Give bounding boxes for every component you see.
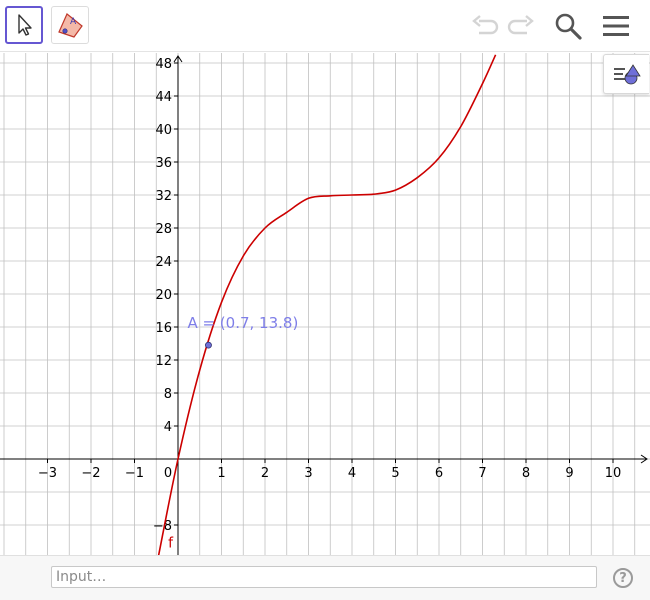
x-tick-label: 5 <box>391 466 399 481</box>
svg-text:A: A <box>70 17 77 27</box>
x-tick-label: −3 <box>38 466 57 481</box>
x-tick-label: 0 <box>164 466 172 481</box>
search-button[interactable] <box>552 10 584 42</box>
y-tick-label: 48 <box>155 57 172 72</box>
x-tick-label: −2 <box>81 466 100 481</box>
function-graph[interactable]: f <box>157 54 497 555</box>
algebra-input-field[interactable] <box>51 566 597 588</box>
polygon-tool-icon: A <box>58 13 83 38</box>
y-tick-label: 44 <box>155 90 172 105</box>
redo-icon <box>507 15 534 35</box>
y-tick-label: 16 <box>155 321 172 336</box>
cursor-arrow-icon <box>18 14 32 36</box>
y-tick-label: −8 <box>153 519 172 534</box>
y-tick-label: 28 <box>155 222 172 237</box>
hamburger-menu-icon <box>603 16 629 36</box>
x-tick-label: 6 <box>435 466 443 481</box>
x-tick-label: 10 <box>605 466 622 481</box>
y-tick-label: 12 <box>155 354 172 369</box>
style-bar-toggle-icon <box>613 64 641 85</box>
y-axis-arrow <box>173 55 183 63</box>
y-tick-label: 40 <box>155 123 172 138</box>
x-tick-label: 1 <box>217 466 225 481</box>
y-tick-label: 8 <box>164 387 172 402</box>
redo-button[interactable] <box>505 10 537 42</box>
x-tick-label: 3 <box>304 466 312 481</box>
main-menu-button[interactable] <box>600 10 632 42</box>
y-tick-label: 4 <box>164 420 172 435</box>
x-tick-label: 2 <box>261 466 269 481</box>
x-tick-label: −1 <box>125 466 144 481</box>
x-axis-arrow <box>640 454 648 464</box>
series-line-f[interactable] <box>157 54 497 555</box>
x-tick-label: 8 <box>522 466 530 481</box>
x-tick-label: 9 <box>565 466 573 481</box>
point-layer[interactable]: A = (0.7, 13.8) <box>187 314 298 349</box>
x-tick-label: 7 <box>478 466 486 481</box>
y-tick-label: 32 <box>155 189 172 204</box>
axes <box>0 55 648 555</box>
polygon-tool-button[interactable]: A <box>51 6 89 44</box>
y-tick-label: 36 <box>155 156 172 171</box>
toolbar: A <box>0 0 650 52</box>
undo-button[interactable] <box>469 10 501 42</box>
undo-icon <box>472 15 499 35</box>
point-a[interactable] <box>205 341 212 349</box>
search-icon <box>555 13 582 40</box>
input-bar: ? <box>0 555 650 600</box>
move-tool-button[interactable] <box>5 6 43 44</box>
y-tick-label: 20 <box>155 288 172 303</box>
tick-labels: −3 −2 −1 0 1 2 3 4 5 6 7 8 9 10−848121620242832364044… <box>38 57 621 534</box>
style-bar-toggle-button[interactable] <box>603 54 649 94</box>
function-label-f: f <box>168 535 174 551</box>
graph-canvas[interactable]: −3 −2 −1 0 1 2 3 4 5 6 7 8 9 10−848121620242832364044… <box>0 53 650 555</box>
point-a-label: A = (0.7, 13.8) <box>187 314 298 332</box>
help-icon[interactable]: ? <box>613 568 633 588</box>
graphics-view[interactable]: −3 −2 −1 0 1 2 3 4 5 6 7 8 9 10 −8 4 8 12 16 20 24 28 32 36 40 44… <box>0 53 650 555</box>
x-tick-label: 4 <box>348 466 356 481</box>
y-tick-label: 24 <box>155 255 172 270</box>
